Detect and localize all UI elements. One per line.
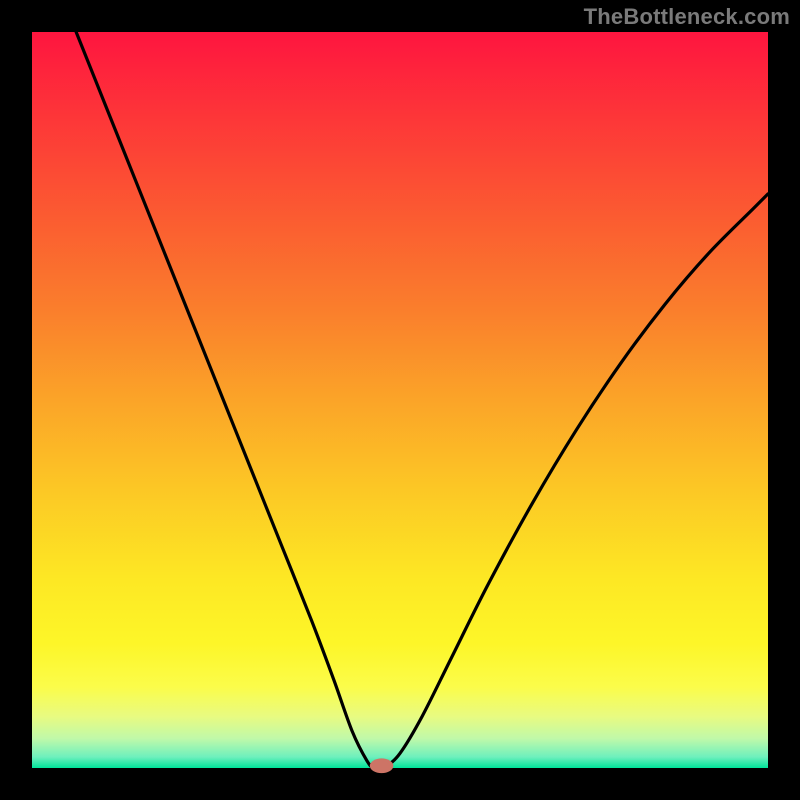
watermark-text: TheBottleneck.com [584,4,790,30]
chart-container: TheBottleneck.com [0,0,800,800]
bottleneck-curve-chart [0,0,800,800]
optimal-point-marker [370,758,394,773]
plot-area [32,32,768,768]
